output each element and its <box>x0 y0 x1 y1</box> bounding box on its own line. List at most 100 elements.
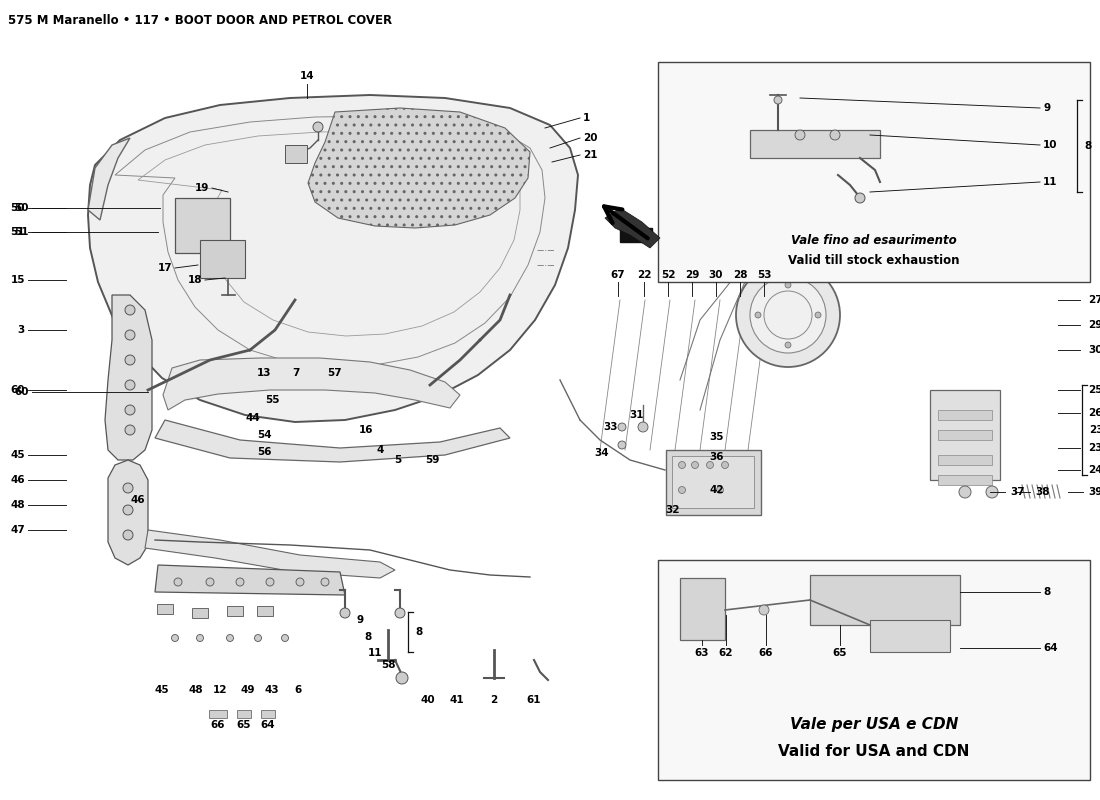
Text: 46: 46 <box>10 475 25 485</box>
Text: 26: 26 <box>1088 408 1100 418</box>
Bar <box>870 620 950 652</box>
Text: 28: 28 <box>733 270 747 280</box>
Text: 57: 57 <box>328 368 342 378</box>
Circle shape <box>314 122 323 132</box>
Text: 61: 61 <box>527 695 541 705</box>
Polygon shape <box>605 208 660 248</box>
Text: 59: 59 <box>425 455 439 465</box>
Bar <box>157 604 173 614</box>
Circle shape <box>706 462 714 469</box>
Circle shape <box>174 578 182 586</box>
Circle shape <box>197 634 204 642</box>
Text: 45: 45 <box>10 450 25 460</box>
Text: Valid till stock exhaustion: Valid till stock exhaustion <box>789 254 959 266</box>
Text: 66: 66 <box>759 648 773 658</box>
Bar <box>672 456 754 508</box>
Circle shape <box>692 462 698 469</box>
Text: 8: 8 <box>415 627 422 637</box>
Text: 25: 25 <box>1088 385 1100 395</box>
Text: 24: 24 <box>1088 465 1100 475</box>
Circle shape <box>679 486 685 494</box>
Circle shape <box>125 405 135 415</box>
Circle shape <box>206 578 214 586</box>
Text: 12: 12 <box>212 685 228 695</box>
Text: 44: 44 <box>245 413 261 423</box>
Polygon shape <box>155 420 510 462</box>
Polygon shape <box>308 108 530 228</box>
Text: 64: 64 <box>1043 643 1057 653</box>
Text: 29: 29 <box>685 270 700 280</box>
Circle shape <box>123 483 133 493</box>
Text: 5: 5 <box>395 455 402 465</box>
Bar <box>209 710 227 718</box>
Circle shape <box>123 505 133 515</box>
Text: eurospares: eurospares <box>770 630 911 650</box>
Text: 53: 53 <box>757 270 771 280</box>
Circle shape <box>125 330 135 340</box>
Bar <box>658 62 1090 282</box>
Circle shape <box>340 608 350 618</box>
Circle shape <box>254 634 262 642</box>
Polygon shape <box>88 138 130 220</box>
Text: 30: 30 <box>708 270 724 280</box>
Circle shape <box>396 672 408 684</box>
Text: Vale per USA e CDN: Vale per USA e CDN <box>790 718 958 733</box>
Text: 8: 8 <box>1084 141 1091 151</box>
Bar <box>227 606 243 616</box>
Text: 11: 11 <box>367 648 383 658</box>
Polygon shape <box>145 530 395 578</box>
Circle shape <box>722 462 728 469</box>
Bar <box>930 390 1000 480</box>
Text: 18: 18 <box>187 275 202 285</box>
Bar <box>236 710 251 718</box>
Text: 47: 47 <box>10 525 25 535</box>
Circle shape <box>618 441 626 449</box>
Text: 37: 37 <box>1010 487 1024 497</box>
Circle shape <box>959 486 971 498</box>
Bar <box>257 606 273 616</box>
Text: 33: 33 <box>604 422 618 432</box>
Text: 56: 56 <box>256 447 272 457</box>
Text: 34: 34 <box>594 448 609 458</box>
Text: 11: 11 <box>1043 177 1057 187</box>
Text: 32: 32 <box>666 505 680 515</box>
Text: 51: 51 <box>11 227 25 237</box>
Text: 14: 14 <box>299 71 315 81</box>
Bar <box>285 145 307 163</box>
Text: eurospares: eurospares <box>176 373 405 407</box>
Polygon shape <box>155 565 345 595</box>
Polygon shape <box>104 295 152 460</box>
Text: 63: 63 <box>695 648 710 658</box>
Circle shape <box>638 422 648 432</box>
Circle shape <box>125 305 135 315</box>
Text: 55: 55 <box>265 395 279 405</box>
Text: 36: 36 <box>710 452 724 462</box>
Bar <box>938 475 992 485</box>
Bar <box>620 228 652 242</box>
Circle shape <box>759 605 769 615</box>
Text: 9: 9 <box>356 615 364 625</box>
Circle shape <box>774 96 782 104</box>
Bar <box>938 455 992 465</box>
Text: 41: 41 <box>450 695 464 705</box>
Text: 42: 42 <box>710 485 724 495</box>
Bar <box>810 575 960 625</box>
Bar <box>175 198 230 253</box>
Text: 19: 19 <box>195 183 209 193</box>
Polygon shape <box>108 460 148 565</box>
Bar <box>261 710 275 718</box>
Circle shape <box>123 530 133 540</box>
Text: 54: 54 <box>256 430 272 440</box>
Bar <box>200 240 245 278</box>
Circle shape <box>282 634 288 642</box>
Text: 45: 45 <box>155 685 169 695</box>
Text: 35: 35 <box>710 432 724 442</box>
Circle shape <box>125 355 135 365</box>
Circle shape <box>855 193 865 203</box>
Text: 65: 65 <box>833 648 847 658</box>
Bar <box>680 578 725 640</box>
Text: 23: 23 <box>1089 425 1100 435</box>
Circle shape <box>736 263 840 367</box>
Circle shape <box>125 380 135 390</box>
Text: 16: 16 <box>359 425 373 435</box>
